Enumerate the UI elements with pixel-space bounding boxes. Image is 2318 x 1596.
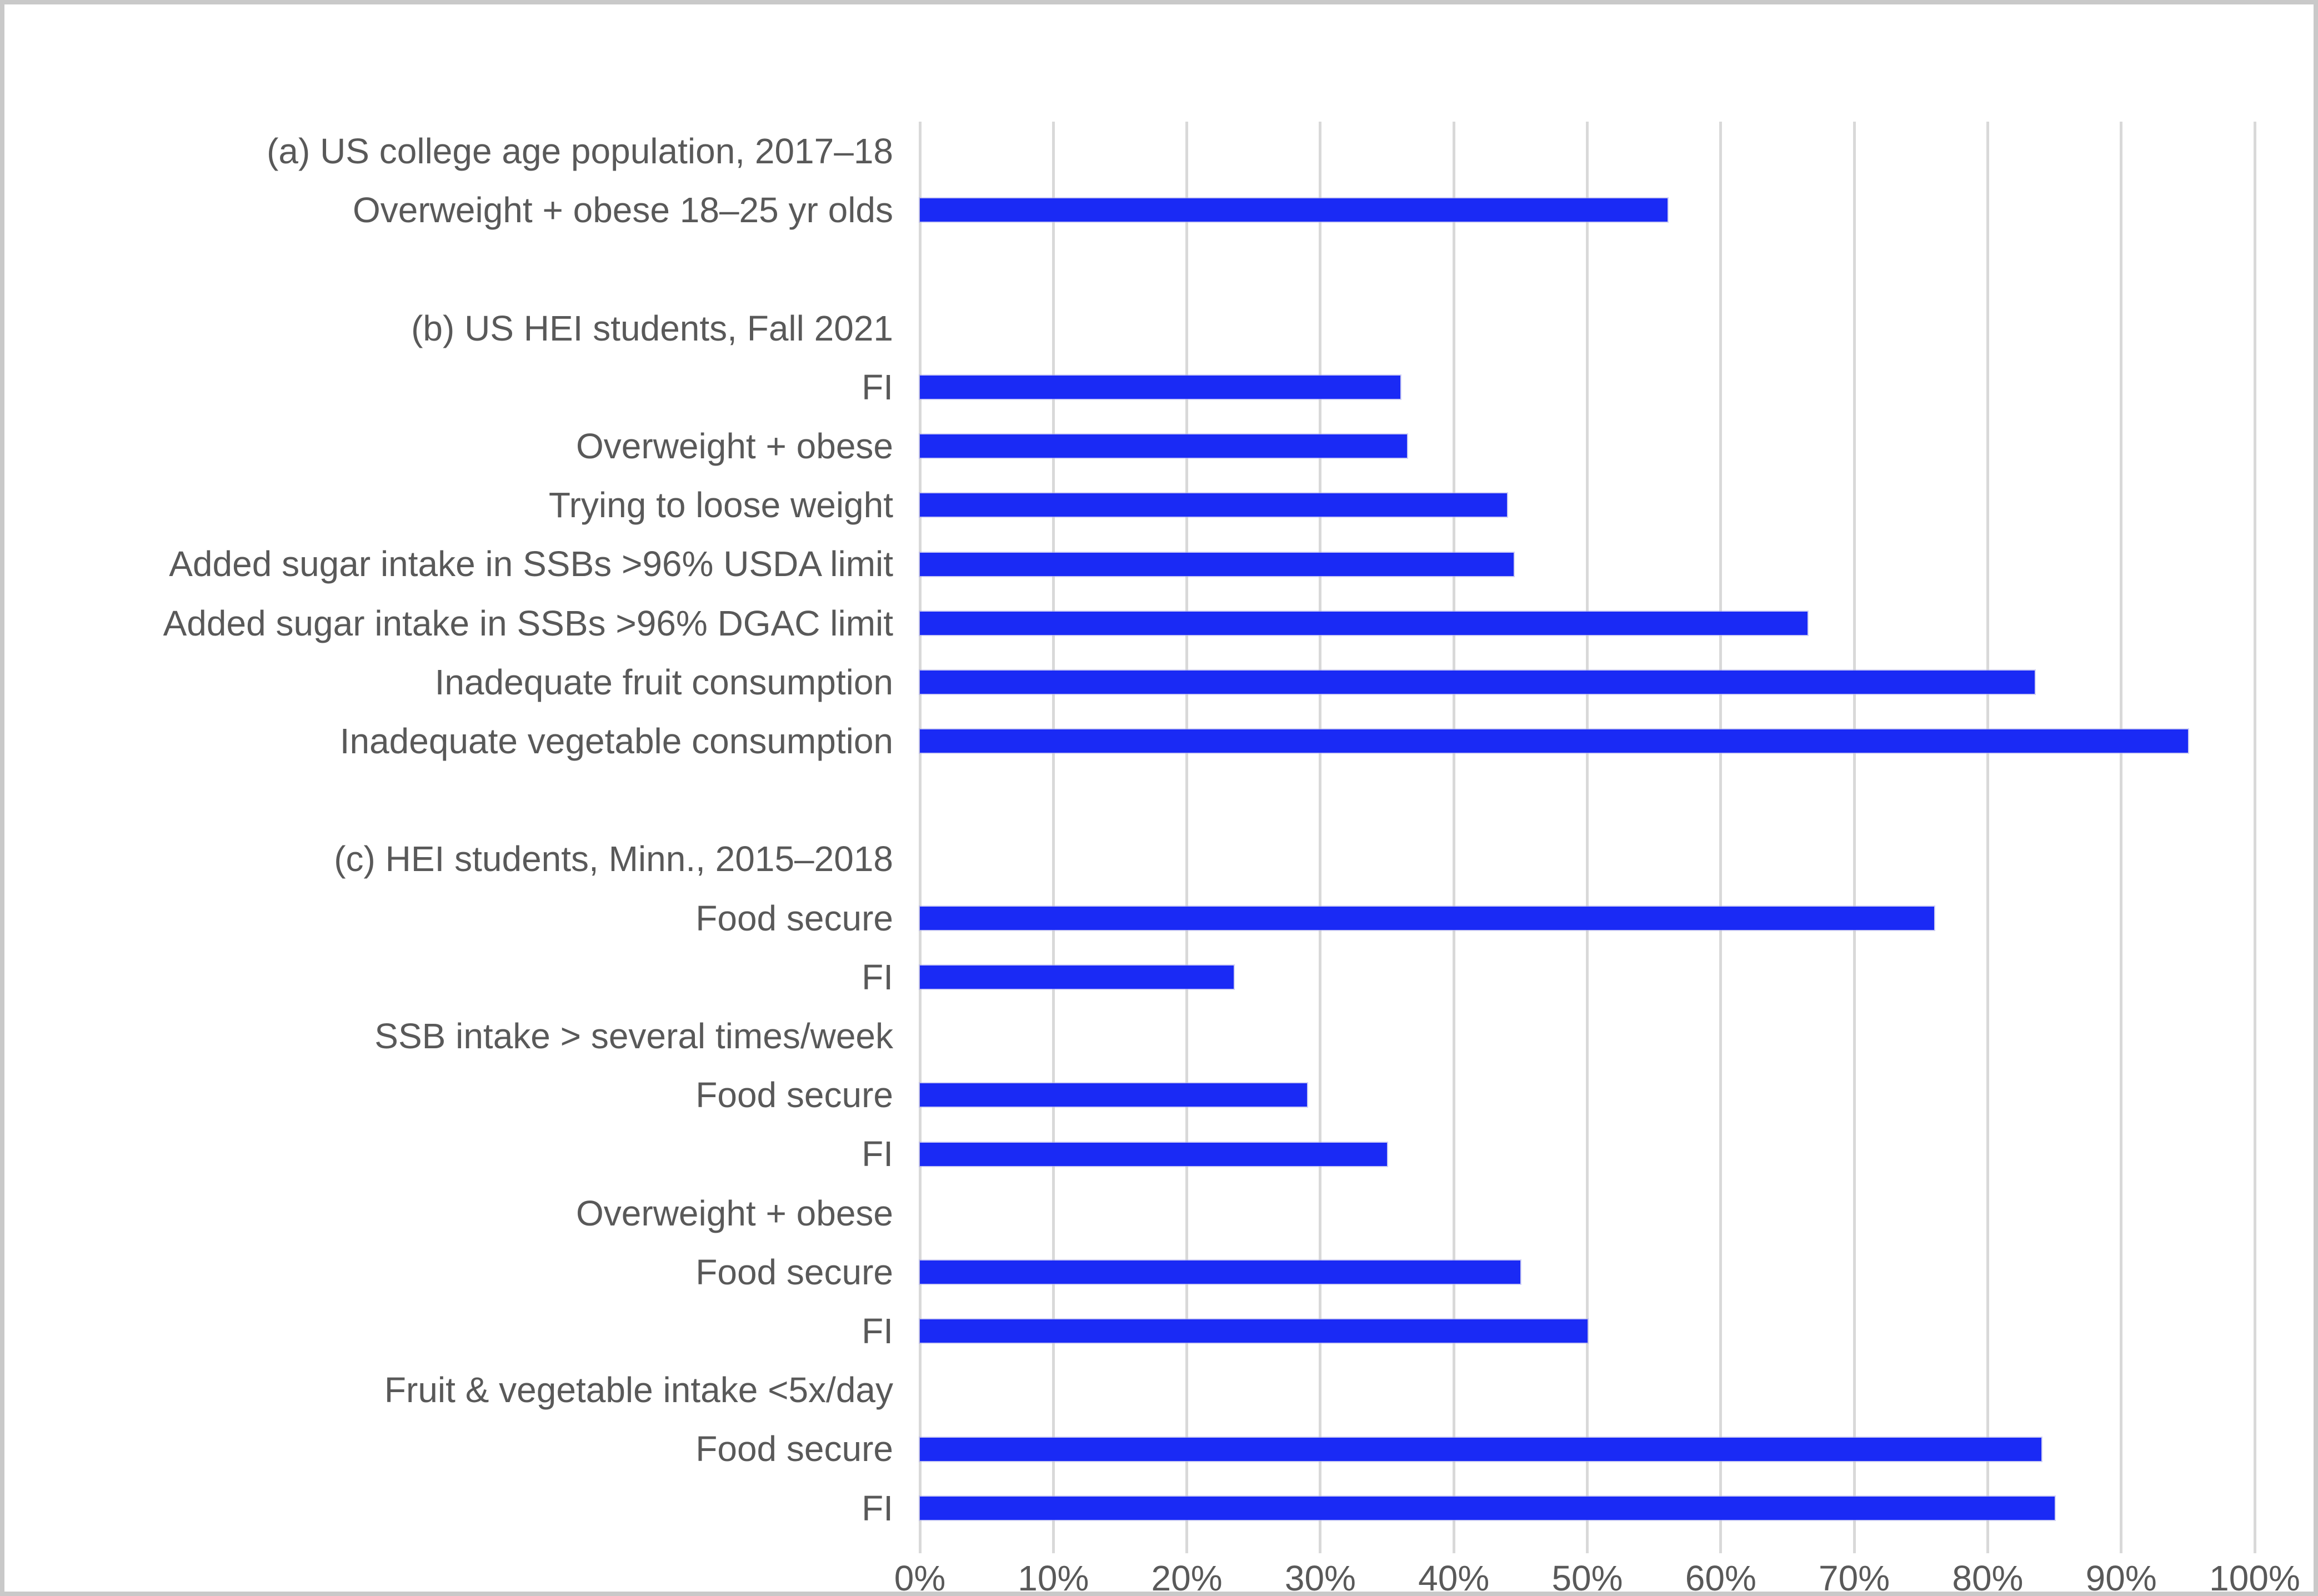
bar (920, 493, 1508, 517)
category-label: Food secure (695, 1252, 893, 1292)
category-label: Overweight + obese (576, 426, 893, 466)
x-tick-label: 60% (1685, 1558, 1756, 1596)
gridline (1452, 122, 1455, 1553)
bar (920, 611, 1808, 635)
gridline (1185, 122, 1189, 1553)
category-label: Trying to loose weight (548, 485, 893, 526)
section-header: SSB intake > several times/week (374, 1016, 893, 1056)
gridline (1319, 122, 1322, 1553)
section-header: Fruit & vegetable intake <5x/day (384, 1370, 893, 1410)
category-label: FI (862, 367, 893, 407)
bar (920, 965, 1234, 989)
gridline (1853, 122, 1856, 1553)
bar (920, 1496, 2055, 1520)
section-header: (a) US college age population, 2017–18 (267, 131, 893, 171)
category-label: FI (862, 957, 893, 997)
section-header: (b) US HEI students, Fall 2021 (411, 308, 893, 348)
bar (920, 434, 1408, 458)
category-label: Food secure (695, 898, 893, 938)
gridline (2120, 122, 2123, 1553)
x-tick-label: 10% (1018, 1558, 1089, 1596)
category-label: FI (862, 1311, 893, 1351)
x-tick-label: 50% (1551, 1558, 1623, 1596)
gridline (1719, 122, 1723, 1553)
bar (920, 906, 1935, 930)
category-label: Inadequate fruit consumption (434, 662, 893, 702)
bar (920, 552, 1514, 576)
gridline (918, 122, 922, 1553)
x-tick-label: 100% (2209, 1558, 2300, 1596)
gridline (1052, 122, 1055, 1553)
gridline (1586, 122, 1589, 1553)
bar (920, 1142, 1388, 1166)
x-tick-label: 0% (894, 1558, 946, 1596)
x-tick-label: 40% (1418, 1558, 1490, 1596)
bar (920, 198, 1668, 222)
category-label: Inadequate vegetable consumption (339, 721, 893, 761)
category-label: Food secure (695, 1075, 893, 1115)
gridline (2253, 122, 2256, 1553)
x-tick-label: 20% (1151, 1558, 1223, 1596)
section-header: Overweight + obese (576, 1193, 893, 1233)
gridline (1986, 122, 1989, 1553)
bar (920, 729, 2188, 753)
bar (920, 375, 1401, 399)
category-label: Added sugar intake in SSBs >96% USDA lim… (169, 544, 893, 584)
bar (920, 1319, 1588, 1343)
category-label: Food secure (695, 1429, 893, 1469)
category-label: FI (862, 1488, 893, 1528)
x-tick-label: 90% (2085, 1558, 2157, 1596)
x-tick-label: 70% (1819, 1558, 1890, 1596)
section-header: (c) HEI students, Minn., 2015–2018 (334, 839, 893, 879)
bar (920, 1083, 1307, 1107)
x-tick-label: 80% (1952, 1558, 2024, 1596)
category-label: Overweight + obese 18–25 yr olds (352, 190, 893, 231)
category-label: Added sugar intake in SSBs >96% DGAC lim… (163, 603, 893, 643)
x-tick-label: 30% (1284, 1558, 1356, 1596)
bar (920, 1437, 2041, 1461)
bar (920, 670, 2035, 694)
category-label: FI (862, 1134, 893, 1174)
bar (920, 1260, 1521, 1284)
